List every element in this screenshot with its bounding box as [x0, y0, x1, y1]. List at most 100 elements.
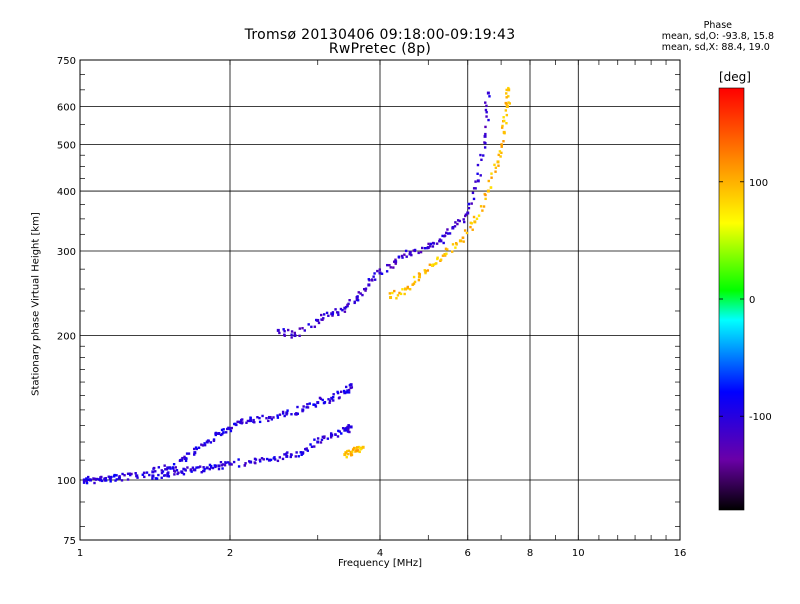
data-point: [320, 438, 324, 441]
data-point: [93, 481, 96, 485]
y-ticks: 75 100 200 300 400 500 600 750: [57, 56, 680, 547]
data-point: [85, 481, 89, 485]
colorbar-tick-label: 100: [749, 178, 768, 189]
data-point: [283, 453, 286, 456]
data-point: [323, 435, 326, 438]
data-point: [269, 416, 272, 419]
data-point: [507, 95, 510, 98]
data-point: [166, 472, 170, 476]
data-point: [281, 457, 285, 461]
data-point: [211, 466, 215, 470]
data-point: [351, 448, 355, 451]
data-point: [364, 287, 368, 290]
data-point: [258, 458, 262, 462]
data-point: [490, 172, 493, 175]
data-point: [95, 477, 99, 481]
data-point: [505, 96, 508, 99]
data-point: [454, 246, 457, 249]
data-point: [469, 225, 472, 229]
data-point: [466, 211, 470, 215]
colorbar: [718, 87, 745, 511]
data-point: [411, 283, 414, 286]
data-point: [448, 232, 452, 235]
data-point: [328, 401, 331, 404]
data-point: [293, 331, 297, 335]
data-point: [343, 427, 347, 430]
data-point: [272, 416, 275, 419]
data-point: [145, 471, 149, 474]
data-point: [346, 389, 349, 392]
data-point: [484, 101, 487, 104]
data-point: [290, 413, 293, 416]
data-point: [237, 465, 241, 468]
data-point: [157, 473, 160, 477]
data-point: [336, 435, 340, 438]
data-point: [86, 478, 90, 481]
data-point: [326, 437, 330, 440]
data-point: [476, 163, 480, 167]
data-point: [285, 454, 289, 458]
data-point: [232, 460, 236, 464]
y-tick-label: 300: [57, 247, 76, 258]
data-point: [505, 92, 508, 95]
data-point: [454, 241, 458, 245]
data-point: [259, 460, 262, 463]
data-point: [293, 334, 297, 338]
data-point: [338, 396, 341, 399]
phase-stats-x: mean, sd,X: 88.4, 19.0: [661, 42, 770, 53]
data-point: [484, 141, 487, 145]
data-point: [436, 257, 439, 261]
data-point: [296, 412, 300, 415]
data-point: [424, 271, 427, 275]
data-point: [301, 326, 304, 330]
data-point: [463, 220, 466, 224]
data-point: [345, 391, 349, 394]
data-point: [489, 186, 493, 189]
data-point: [356, 299, 360, 302]
data-point: [445, 252, 448, 255]
data-point: [182, 473, 186, 476]
data-point: [497, 153, 500, 157]
data-point: [344, 305, 348, 309]
data-point: [273, 456, 276, 459]
data-point: [99, 478, 103, 482]
data-point: [357, 445, 361, 449]
data-point: [107, 475, 110, 478]
data-point: [498, 150, 502, 153]
data-point: [289, 455, 292, 459]
data-point: [484, 132, 487, 136]
data-point: [281, 410, 285, 414]
data-point: [152, 466, 156, 470]
data-point: [220, 428, 224, 432]
data-point: [118, 475, 121, 478]
data-point: [474, 180, 477, 183]
data-point: [166, 474, 169, 478]
data-point: [398, 291, 401, 295]
data-point: [167, 471, 170, 474]
data-point: [484, 197, 487, 201]
data-point: [285, 411, 289, 415]
data-point: [217, 467, 221, 471]
data-point: [438, 239, 441, 243]
data-point: [276, 459, 280, 463]
data-point: [85, 480, 88, 483]
data-point: [507, 101, 510, 104]
data-point: [335, 311, 339, 314]
data-point: [203, 442, 206, 445]
data-point: [436, 256, 439, 259]
data-point: [241, 418, 244, 421]
data-point: [336, 391, 340, 395]
data-point: [367, 278, 371, 281]
phase-stats: Phase mean, sd,O: -93.8, 15.8 mean, sd,X…: [662, 20, 774, 53]
data-point: [423, 247, 427, 250]
data-point: [353, 446, 356, 450]
data-point: [327, 398, 330, 401]
data-point: [401, 288, 404, 291]
data-point: [397, 255, 401, 258]
data-point: [267, 458, 271, 462]
data-point: [200, 443, 203, 446]
data-point: [461, 236, 465, 239]
data-point: [176, 472, 179, 476]
data-point: [123, 474, 126, 477]
data-point: [193, 453, 196, 456]
